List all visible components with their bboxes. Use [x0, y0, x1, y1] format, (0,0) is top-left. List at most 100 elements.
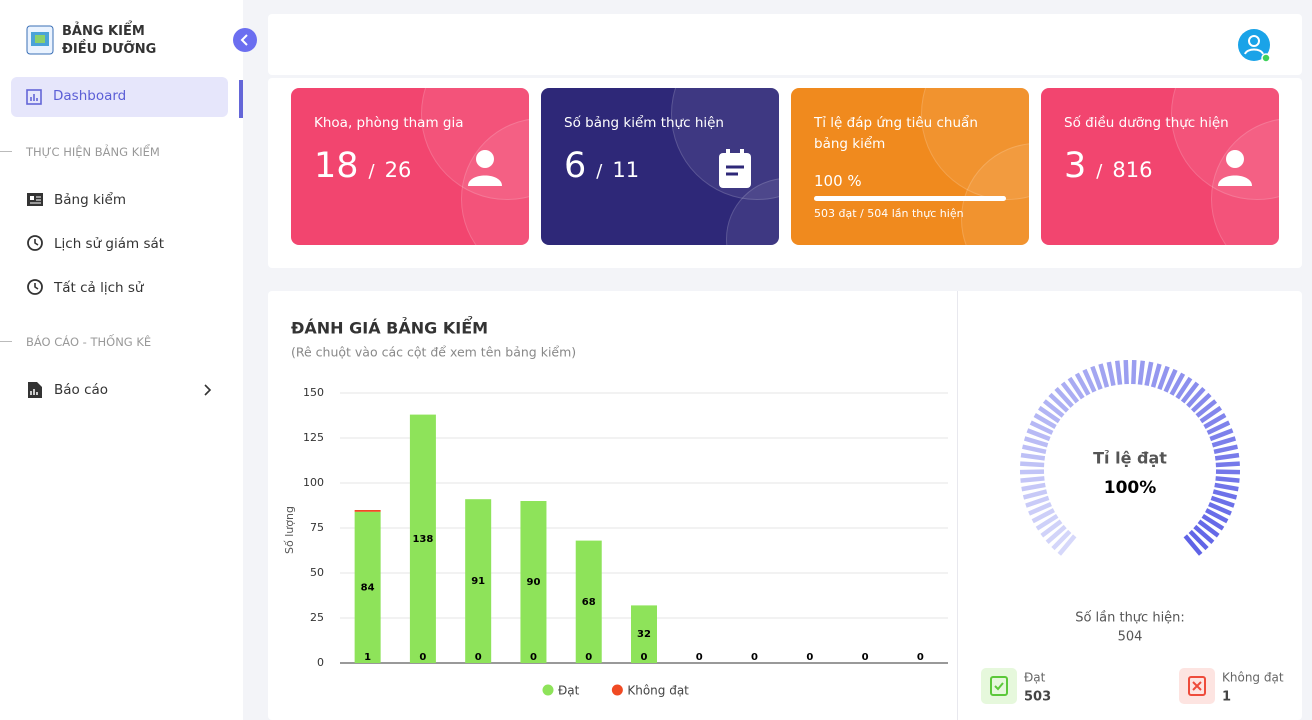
- gauge-segment: [1025, 495, 1050, 508]
- gauge-segment: [1210, 495, 1235, 508]
- summary-label: Đạt: [1024, 671, 1046, 685]
- y-tick-label: 50: [310, 566, 324, 579]
- gauge-segment: [1035, 513, 1059, 531]
- gauge-segment: [1180, 381, 1200, 404]
- gauge-segment: [1029, 420, 1054, 435]
- gauge-segment: [1020, 476, 1045, 483]
- gauge-segment: [1157, 365, 1170, 390]
- gauge-segment: [1214, 482, 1239, 492]
- bar: [631, 605, 657, 663]
- progress-label: 100 %: [814, 172, 862, 190]
- gauge-segment: [1074, 372, 1091, 396]
- bar: [409, 414, 436, 663]
- gauge-arc: [1019, 359, 1241, 556]
- ok-check: [994, 682, 1004, 691]
- data-label: 84: [361, 582, 375, 593]
- data-label: 0: [917, 652, 924, 663]
- bar: [465, 499, 492, 663]
- count-value: 504: [1118, 630, 1143, 645]
- fail-cross: [1192, 681, 1202, 691]
- menu-icons: [27, 193, 43, 295]
- gauge-segment: [1026, 428, 1051, 442]
- divider: [957, 291, 958, 720]
- chart-subtitle: (Rê chuột vào các cột để xem tên bảng ki…: [291, 345, 576, 360]
- card-icon: [468, 150, 502, 186]
- menu-item[interactable]: Bảng kiểm: [54, 192, 126, 208]
- y-tick-label: 150: [303, 386, 324, 399]
- active-indicator: [239, 80, 243, 118]
- gauge-segment: [1215, 461, 1240, 468]
- header-bar: [268, 14, 1302, 75]
- logo-text: BẢNG KIỂM ĐIỀU DƯỠNG: [62, 23, 156, 59]
- gauge-segment: [1023, 436, 1049, 448]
- gauge-segment: [1106, 361, 1116, 387]
- total: 26: [384, 158, 412, 182]
- gauge-segment: [1022, 489, 1048, 500]
- summary-label: Không đạt: [1222, 671, 1284, 685]
- value: 18: [314, 146, 359, 186]
- bar: [354, 510, 381, 512]
- gauge-segment: [1201, 513, 1225, 531]
- fail-icon: [1188, 676, 1206, 696]
- gauge-segment: [1021, 482, 1046, 492]
- section-dash: [0, 341, 12, 342]
- gauge-segment: [1020, 452, 1046, 461]
- legend-marker: [611, 684, 623, 696]
- avatar[interactable]: [1236, 27, 1276, 67]
- stat-card: Số điều dưỡng thực hiện 3 / 816: [1041, 88, 1279, 245]
- y-tick-label: 0: [317, 656, 324, 669]
- gauge-segment: [1020, 461, 1045, 468]
- gauge-segment: [1211, 436, 1237, 448]
- bar: [520, 501, 547, 663]
- gauge-segment: [1163, 368, 1178, 393]
- data-label: 0: [530, 652, 537, 663]
- legend-marker: [542, 684, 554, 696]
- gauge-segment: [1051, 529, 1072, 551]
- progress-note: 503 đạt / 504 lần thực hiện: [814, 207, 964, 220]
- gauge-segment: [1195, 399, 1218, 418]
- total: 816: [1112, 158, 1153, 182]
- data-label: 91: [471, 576, 485, 587]
- gauge-segment: [1048, 392, 1069, 413]
- gauge-segment: [1123, 359, 1129, 385]
- ok-icon: [990, 676, 1008, 696]
- gauge-segment: [1205, 508, 1229, 524]
- section-label: BÁO CÁO - THỐNG KÊ: [26, 335, 152, 349]
- data-label: 90: [526, 577, 540, 588]
- data-label: 0: [862, 652, 869, 663]
- gauge-segment: [1188, 529, 1209, 551]
- gauge-segment: [1033, 413, 1057, 429]
- count-label: Số lần thực hiện:: [1075, 611, 1185, 626]
- chart-title: ĐÁNH GIÁ BẢNG KIỂM: [291, 316, 488, 338]
- stat-card: Số bảng kiểm thực hiện 6 / 11: [541, 88, 779, 245]
- y-axis-label: Số lượng: [283, 506, 296, 554]
- summary-value: 503: [1024, 690, 1051, 705]
- collapse-button[interactable]: [233, 28, 257, 52]
- gauge-segment: [1028, 501, 1052, 516]
- gauge-segment: [1090, 365, 1103, 390]
- gauge-segment: [1031, 508, 1055, 524]
- gauge-segment: [1038, 405, 1061, 424]
- menu-item-active[interactable]: Dashboard: [11, 77, 228, 117]
- y-tick-label: 75: [310, 521, 324, 534]
- menu-item[interactable]: Tất cả lịch sử: [54, 280, 144, 296]
- card-title: Tỉ lệ đáp ứng tiêu chuẩn bảng kiểm: [814, 115, 978, 152]
- gauge-segment: [1150, 363, 1162, 388]
- section-label: THỰC HIỆN BẢNG KIỂM: [26, 145, 160, 159]
- gauge-segment: [1114, 360, 1123, 385]
- menu-item[interactable]: Lịch sử giám sát: [54, 236, 165, 252]
- gauge-segment: [1212, 489, 1238, 500]
- card-title: Khoa, phòng tham gia: [314, 115, 464, 131]
- card-value: 6 / 11: [564, 146, 639, 186]
- data-label: 0: [806, 652, 813, 663]
- gauge-segment: [1057, 534, 1077, 556]
- gauge-segment: [1067, 376, 1085, 400]
- card-icon: [719, 149, 751, 188]
- data-label: 0: [475, 652, 482, 663]
- stat-card: Tỉ lệ đáp ứng tiêu chuẩn bảng kiểm 100 %…: [791, 88, 1029, 245]
- progress-track: [814, 196, 1006, 201]
- gauge-segment: [1098, 363, 1110, 388]
- logo-icon: [26, 25, 54, 55]
- menu-item[interactable]: Báo cáo: [54, 382, 109, 398]
